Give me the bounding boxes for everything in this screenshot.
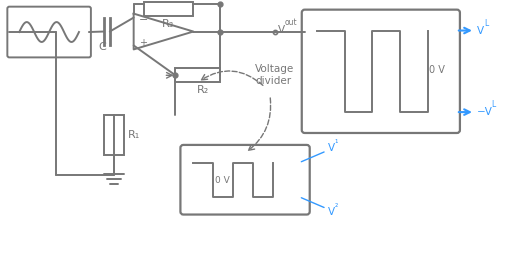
Text: −: − [139, 15, 148, 25]
Text: +: + [139, 38, 147, 48]
Bar [144, 2, 193, 16]
Text: V: V [328, 206, 335, 217]
Text: C: C [98, 42, 106, 53]
Text: ₁: ₁ [335, 136, 338, 145]
Text: R₃: R₃ [162, 18, 175, 29]
Text: 0 V: 0 V [215, 176, 230, 185]
Text: V: V [328, 143, 335, 153]
Text: 0 V: 0 V [429, 65, 445, 75]
Text: Voltage
divider: Voltage divider [255, 64, 294, 86]
Bar [176, 68, 220, 82]
Text: −V: −V [477, 107, 493, 117]
Text: R₂: R₂ [197, 85, 209, 95]
Text: V: V [278, 24, 285, 35]
Text: L: L [492, 100, 496, 109]
Text: out: out [285, 18, 298, 27]
Text: ₂: ₂ [335, 200, 338, 209]
Text: V: V [477, 25, 484, 36]
Bar [104, 115, 124, 155]
Text: R₁: R₁ [128, 130, 140, 140]
Text: L: L [484, 18, 488, 28]
